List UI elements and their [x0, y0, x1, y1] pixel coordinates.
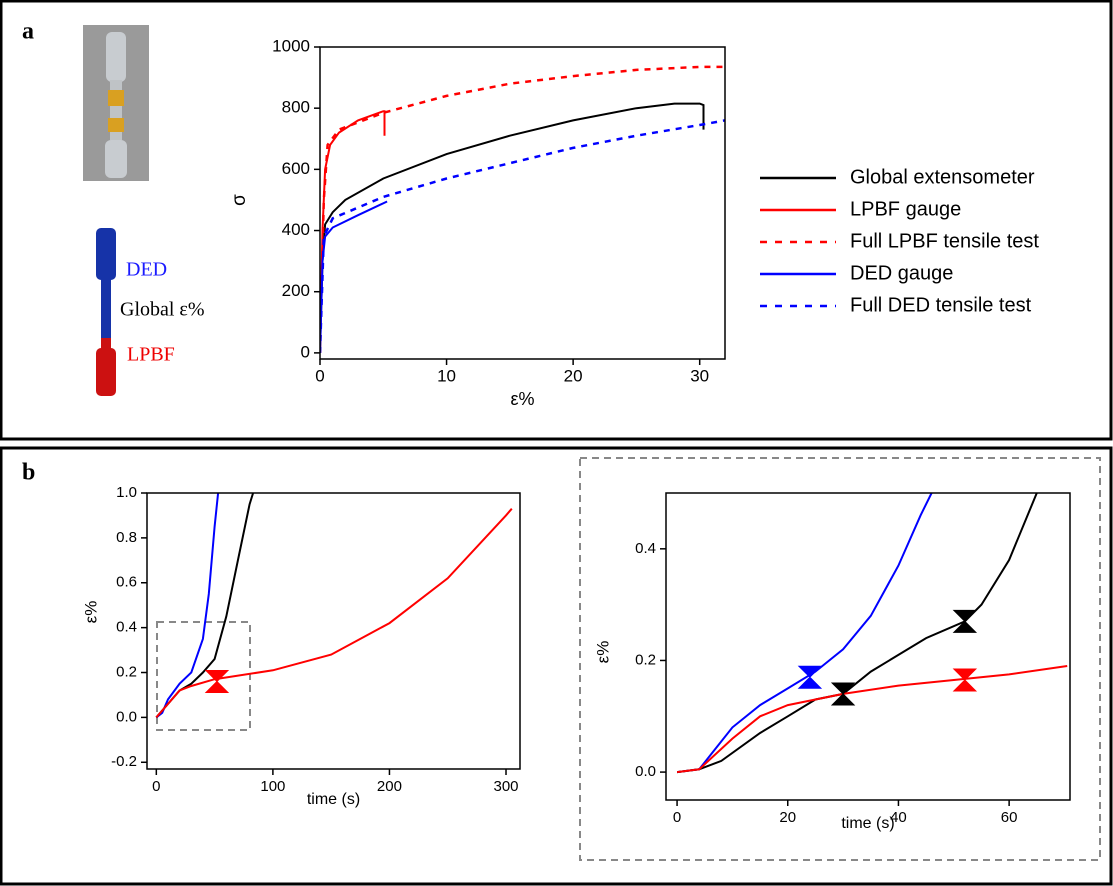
series-line — [676, 493, 933, 774]
legend-label: Full DED tensile test — [850, 294, 1032, 316]
y-tick-label: 0.4 — [116, 619, 137, 636]
plot-frame — [665, 492, 1071, 801]
x-axis-label: time (s) — [307, 791, 360, 808]
x-tick-label: 300 — [493, 778, 518, 795]
x-tick-label: 0 — [315, 366, 324, 385]
y-tick-label: 0.4 — [635, 540, 656, 557]
y-tick-label: 1.0 — [116, 484, 137, 501]
series-line — [320, 102, 705, 353]
x-axis-label: time (s) — [841, 815, 894, 832]
legend-label: Global extensometer — [850, 166, 1035, 188]
series-line — [676, 493, 1038, 774]
series-line — [155, 508, 513, 719]
y-tick-label: 0.8 — [116, 529, 137, 546]
schematic-label: LPBF — [127, 344, 175, 366]
series-line — [155, 493, 255, 719]
legend-label: Full LPBF tensile test — [850, 230, 1039, 252]
panel-label: b — [22, 460, 35, 486]
x-tick-label: 60 — [1001, 809, 1018, 826]
x-axis-label: ε% — [510, 389, 534, 409]
x-tick-label: 10 — [437, 366, 456, 385]
series-line — [676, 665, 1068, 774]
inset-box — [579, 457, 1101, 861]
series-line — [320, 65, 725, 353]
plot-frame — [319, 46, 726, 360]
y-tick-label: 0.2 — [635, 651, 656, 668]
y-tick-label: 0.6 — [116, 574, 137, 591]
y-tick-label: -0.2 — [111, 753, 137, 770]
y-tick-label: 0.0 — [116, 708, 137, 725]
specimen-schematic — [96, 228, 116, 396]
legend-label: LPBF gauge — [850, 198, 961, 220]
marker — [797, 665, 823, 689]
x-tick-label: 20 — [779, 809, 796, 826]
y-axis-label: σ — [229, 194, 250, 206]
y-tick-label: 400 — [282, 220, 310, 239]
y-axis-label: ε% — [593, 641, 612, 664]
marker — [204, 669, 230, 693]
panel-b-frame — [0, 446, 1113, 886]
series-line — [155, 493, 220, 719]
y-axis-label: ε% — [81, 601, 100, 624]
inset-box — [156, 621, 251, 731]
schematic-label: Global ε% — [120, 299, 205, 321]
y-tick-label: 800 — [282, 98, 310, 117]
plot-frame — [146, 492, 521, 770]
x-tick-label: 0 — [673, 809, 681, 826]
x-tick-label: 0 — [152, 778, 160, 795]
x-tick-label: 30 — [690, 366, 709, 385]
legend-label: DED gauge — [850, 262, 953, 284]
y-tick-label: 200 — [282, 281, 310, 300]
marker — [830, 682, 856, 706]
y-tick-label: 0.2 — [116, 663, 137, 680]
x-tick-label: 200 — [377, 778, 402, 795]
marker — [952, 668, 978, 692]
series-line — [320, 200, 388, 353]
schematic-label: DED — [126, 259, 167, 281]
y-tick-label: 0.0 — [635, 763, 656, 780]
y-tick-label: 600 — [282, 159, 310, 178]
y-tick-label: 1000 — [272, 36, 310, 55]
x-tick-label: 100 — [260, 778, 285, 795]
series-line — [320, 119, 725, 353]
panel-a-frame — [0, 0, 1113, 441]
series-line — [320, 110, 386, 353]
y-tick-label: 0 — [301, 342, 310, 361]
x-tick-label: 40 — [890, 809, 907, 826]
marker — [952, 609, 978, 633]
panel-label: a — [22, 19, 34, 45]
x-tick-label: 20 — [564, 366, 583, 385]
specimen-photo — [83, 25, 149, 181]
